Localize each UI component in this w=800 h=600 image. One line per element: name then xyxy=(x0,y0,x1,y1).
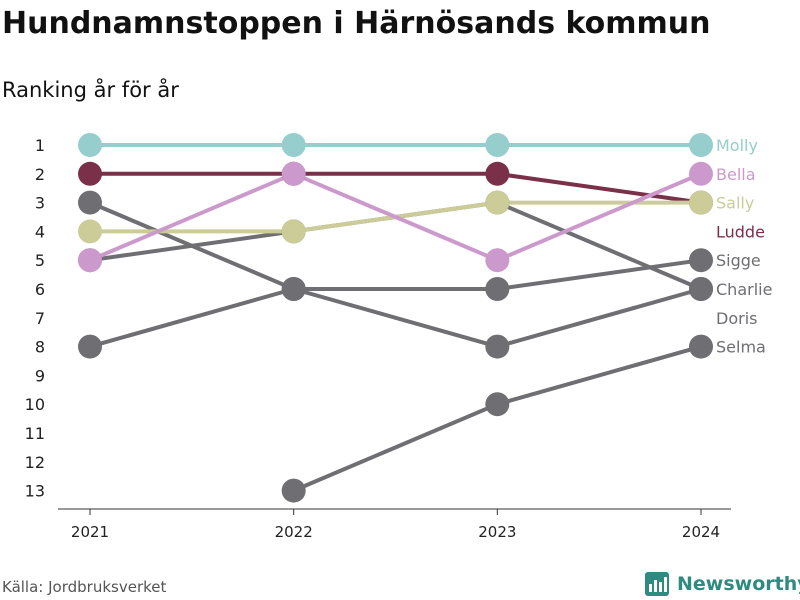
y-tick-label: 12 xyxy=(25,453,45,472)
data-point-bella xyxy=(689,161,713,186)
x-tick-label: 2024 xyxy=(682,523,720,541)
data-point-bella xyxy=(485,248,510,273)
chart-subtitle: Ranking år för år xyxy=(2,77,179,102)
data-point-doris xyxy=(689,277,713,301)
series-label-molly: Molly xyxy=(716,136,758,155)
data-point-ludde xyxy=(485,161,510,186)
y-tick-label: 7 xyxy=(35,309,45,328)
series-line-selma xyxy=(292,344,702,493)
chart-title: Hundnamnstoppen i Härnösands kommun xyxy=(2,6,711,41)
series-end-labels: Molly Bella Sally Ludde Sigge Charlie Doris Sel… xyxy=(716,136,772,357)
x-tick-label: 2023 xyxy=(478,523,516,541)
y-tick-label: 11 xyxy=(25,424,45,443)
series-line-ludde xyxy=(90,171,702,205)
data-point-charlie xyxy=(78,190,102,215)
data-point-bella xyxy=(78,248,102,273)
source-note: Källa: Jordbruksverket xyxy=(2,578,166,596)
series-lines xyxy=(89,143,702,493)
bar-chart-logo-icon xyxy=(645,572,669,596)
y-tick-label: 8 xyxy=(35,338,45,357)
data-point-molly xyxy=(689,133,713,157)
data-point-sally xyxy=(281,219,306,244)
data-point-sally xyxy=(689,190,713,215)
data-point-selma xyxy=(281,478,306,503)
data-point-molly xyxy=(281,133,306,157)
data-point-sally xyxy=(485,190,510,215)
data-point-bella xyxy=(281,161,306,186)
x-tick-label: 2022 xyxy=(275,523,313,541)
y-tick-label: 9 xyxy=(35,366,45,385)
data-point-sigge xyxy=(78,334,102,359)
series-label-bella: Bella xyxy=(716,165,756,184)
y-tick-label: 1 xyxy=(35,136,45,155)
brand-name: Newsworthy xyxy=(677,573,800,595)
data-point-molly xyxy=(78,133,102,157)
series-label-selma: Selma xyxy=(716,338,766,357)
series-label-sally: Sally xyxy=(716,194,754,213)
series-label-doris: Doris xyxy=(716,309,757,328)
data-point-charlie xyxy=(485,334,510,359)
y-tick-label: 13 xyxy=(25,482,45,501)
series-label-ludde: Ludde xyxy=(716,222,765,241)
y-tick-label: 10 xyxy=(25,395,45,414)
data-point-sigge xyxy=(689,248,713,273)
series-label-sigge: Sigge xyxy=(716,251,761,270)
y-tick-label: 4 xyxy=(35,222,45,241)
series-label-charlie: Charlie xyxy=(716,280,772,299)
series-line-sigge xyxy=(89,258,702,349)
series-points xyxy=(78,133,713,503)
y-tick-label: 2 xyxy=(35,165,45,184)
series-line-bella xyxy=(89,171,702,263)
x-tick-label: 2021 xyxy=(71,523,109,541)
data-point-selma xyxy=(485,392,510,417)
data-point-sally xyxy=(78,219,102,244)
newsworthy-logo: Newsworthy xyxy=(645,572,800,596)
y-tick-label: 3 xyxy=(35,194,45,213)
x-axis: 2021 2022 2023 2024 xyxy=(58,508,731,541)
y-tick-label: 6 xyxy=(35,280,45,299)
data-point-sigge xyxy=(485,277,510,301)
data-point-ludde xyxy=(78,161,102,186)
data-point-molly xyxy=(485,133,510,157)
data-point-charlie xyxy=(281,277,306,301)
y-tick-label: 5 xyxy=(35,251,45,270)
data-point-selma xyxy=(689,334,713,359)
